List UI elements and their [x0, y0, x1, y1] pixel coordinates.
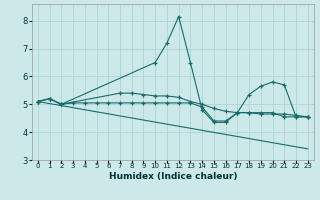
X-axis label: Humidex (Indice chaleur): Humidex (Indice chaleur): [108, 172, 237, 181]
